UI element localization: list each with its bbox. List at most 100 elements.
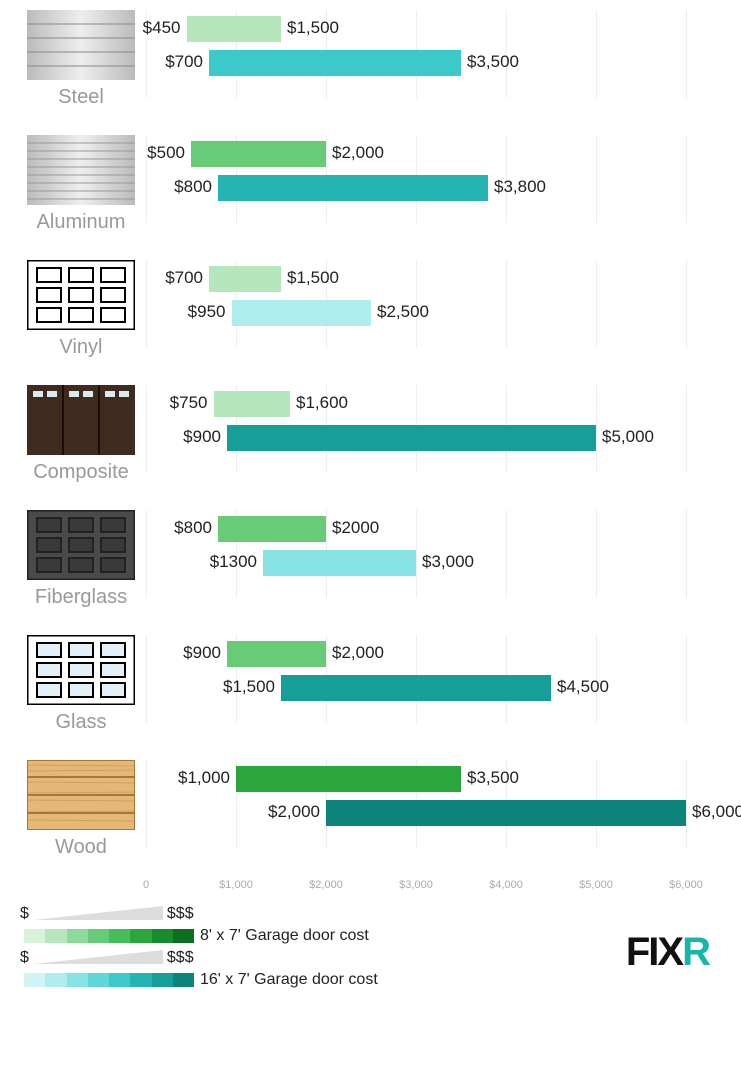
low-label: $2,000 (268, 802, 320, 822)
range-bar (281, 675, 551, 701)
material-icon-col: Composite (16, 385, 146, 484)
x-axis: 0$1,000$2,000$3,000$4,000$5,000$6,000 (16, 879, 731, 897)
high-label: $2,000 (332, 643, 384, 663)
aluminum-icon (27, 135, 135, 205)
range-bar (214, 391, 291, 417)
high-label: $3,800 (494, 177, 546, 197)
bar-large: $700$3,500 (146, 50, 731, 76)
low-label: $700 (165, 268, 203, 288)
material-row: Glass $900 $2,000 $1,500 $4,500 (16, 635, 731, 734)
chart-col: $750$1,600 $900 $5,000 (146, 385, 731, 467)
legend-price-high: $$$ (167, 905, 194, 923)
range-bar (209, 266, 281, 292)
steel-icon (27, 10, 135, 80)
bar-small: $700 $1,500 (146, 266, 731, 292)
material-label: Wood (55, 836, 107, 859)
gradient-strip-small (24, 929, 194, 943)
legend-row-large: $ $$$ (20, 949, 731, 967)
material-row: Vinyl $700 $1,500 $950$2,500 (16, 260, 731, 359)
material-row: Steel $450 $1,500 $700$3,500 (16, 10, 731, 109)
high-label: $6,000 (692, 802, 741, 822)
axis-tick: 0 (143, 879, 149, 891)
low-label: $1300 (210, 552, 257, 572)
high-label: $1,500 (287, 268, 339, 288)
high-label: $3,000 (422, 552, 474, 572)
material-icon-col: Glass (16, 635, 146, 734)
material-label: Steel (58, 86, 104, 109)
material-row: Composite $750$1,600 $900 $5,000 (16, 385, 731, 484)
legend-row-large-label: 16' x 7' Garage door cost (20, 971, 731, 989)
bar-large: $900 $5,000 (146, 425, 731, 451)
axis-tick: $2,000 (309, 879, 343, 891)
logo-dark-text: FIX (626, 930, 682, 974)
legend: $ $$$ 8' x 7' Garage door cost $ $$$ 16'… (16, 905, 731, 989)
fixr-logo: FIXR (626, 930, 709, 975)
low-label: $800 (174, 518, 212, 538)
material-icon-col: Vinyl (16, 260, 146, 359)
glass-icon (27, 635, 135, 705)
high-label: $2,000 (332, 143, 384, 163)
range-bar (263, 550, 416, 576)
bar-small: $1,000 $3,500 (146, 766, 731, 792)
wedge-icon (33, 950, 163, 966)
low-label: $900 (183, 427, 221, 447)
wedge-icon (33, 906, 163, 922)
material-icon-col: Wood (16, 760, 146, 859)
range-bar (209, 50, 461, 76)
range-bar (232, 300, 372, 326)
legend-label-large: 16' x 7' Garage door cost (200, 971, 378, 989)
range-bar (218, 175, 488, 201)
bar-large: $950$2,500 (146, 300, 731, 326)
chart-col: $450 $1,500 $700$3,500 (146, 10, 731, 92)
material-label: Composite (33, 461, 129, 484)
bar-small: $750$1,600 (146, 391, 731, 417)
low-label: $1,500 (223, 677, 275, 697)
axis-tick: $4,000 (489, 879, 523, 891)
bar-small: $450 $1,500 (146, 16, 731, 42)
material-row: Aluminum $500 $2,000 $800 $3,800 (16, 135, 731, 234)
chart-col: $1,000 $3,500 $2,000$6,000 (146, 760, 731, 842)
material-label: Aluminum (37, 211, 126, 234)
material-icon-col: Fiberglass (16, 510, 146, 609)
bar-small: $900 $2,000 (146, 641, 731, 667)
material-label: Glass (55, 711, 106, 734)
axis-tick: $3,000 (399, 879, 433, 891)
low-label: $450 (143, 18, 181, 38)
low-label: $800 (174, 177, 212, 197)
high-label: $3,500 (467, 768, 519, 788)
material-icon-col: Aluminum (16, 135, 146, 234)
high-label: $5,000 (602, 427, 654, 447)
low-label: $500 (147, 143, 185, 163)
low-label: $900 (183, 643, 221, 663)
legend-row-small-label: 8' x 7' Garage door cost (20, 927, 731, 945)
range-bar (191, 141, 326, 167)
range-bar (218, 516, 326, 542)
materials-chart: Steel$450$1,500$700$3,500Aluminum$500$2,… (16, 10, 731, 859)
bar-large: $1300 $3,000 (146, 550, 731, 576)
high-label: $2000 (332, 518, 379, 538)
axis-tick: $1,000 (219, 879, 253, 891)
chart-col: $900 $2,000 $1,500 $4,500 (146, 635, 731, 717)
chart-col: $500 $2,000 $800 $3,800 (146, 135, 731, 217)
legend-price-low: $ (20, 949, 29, 967)
composite-icon (27, 385, 135, 455)
low-label: $1,000 (178, 768, 230, 788)
material-label: Fiberglass (35, 586, 127, 609)
material-row: Fiberglass $800 $2000 $1300 $3,000 (16, 510, 731, 609)
vinyl-icon (27, 260, 135, 330)
logo-accent-text: R (682, 930, 709, 974)
legend-price-high: $$$ (167, 949, 194, 967)
range-bar (227, 425, 596, 451)
chart-col: $700 $1,500 $950$2,500 (146, 260, 731, 342)
wood-icon (27, 760, 135, 830)
legend-row-small: $ $$$ (20, 905, 731, 923)
chart-col: $800 $2000 $1300 $3,000 (146, 510, 731, 592)
high-label: $1,500 (287, 18, 339, 38)
material-label: Vinyl (60, 336, 103, 359)
material-row: Wood $1,000 $3,500 $2,000$6,000 (16, 760, 731, 859)
bar-large: $2,000$6,000 (146, 800, 731, 826)
high-label: $4,500 (557, 677, 609, 697)
fiberglass-icon (27, 510, 135, 580)
range-bar (227, 641, 326, 667)
bar-large: $1,500 $4,500 (146, 675, 731, 701)
